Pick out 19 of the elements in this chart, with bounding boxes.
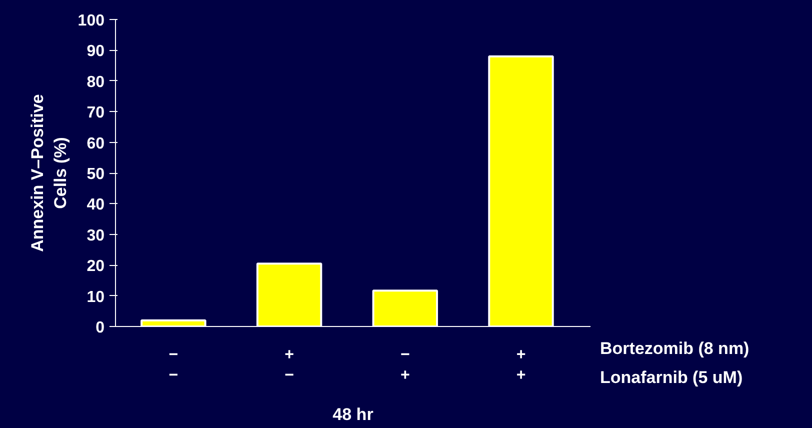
x-tick-label: − −: [168, 346, 178, 384]
y-tick-label: 50: [86, 166, 105, 183]
y-tick-label: 20: [86, 258, 105, 276]
y-tick-label: 10: [86, 288, 105, 306]
y-tick-label: 0: [96, 320, 105, 336]
y-axis-title: Annexin V–Positive Cells (%): [28, 94, 70, 252]
y-tick-label: 90: [86, 43, 105, 60]
text: Lonafarnib (5 uM): [600, 367, 743, 389]
text: Bortezomib (8 nm): [600, 338, 750, 360]
x-axis-title: 48 hr: [332, 404, 374, 424]
y-tick-label: 80: [86, 74, 105, 91]
x-tick-label: − +: [400, 346, 410, 384]
y-tick-label: 30: [86, 227, 105, 244]
x-tick-label: + −: [284, 346, 294, 384]
y-tick-label: 60: [86, 135, 105, 152]
y-tick-label: 100: [78, 12, 105, 30]
x-tick-label: + +: [516, 346, 526, 384]
y-tick-label: 70: [86, 104, 105, 122]
y-tick-label: 40: [86, 196, 105, 214]
